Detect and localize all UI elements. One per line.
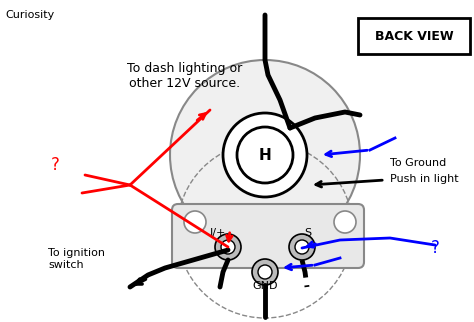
Circle shape	[289, 234, 315, 260]
Text: To ignition
switch: To ignition switch	[48, 248, 105, 270]
Circle shape	[334, 211, 356, 233]
Circle shape	[170, 60, 360, 250]
Text: ?: ?	[51, 156, 59, 174]
FancyBboxPatch shape	[172, 204, 364, 268]
Circle shape	[215, 234, 241, 260]
Circle shape	[184, 211, 206, 233]
Text: BACK VIEW: BACK VIEW	[374, 30, 453, 43]
Text: GND: GND	[252, 281, 278, 291]
Text: Curiosity: Curiosity	[5, 10, 54, 20]
Text: Push in light: Push in light	[390, 174, 459, 184]
Text: To Ground: To Ground	[390, 158, 446, 168]
Circle shape	[237, 127, 293, 183]
FancyBboxPatch shape	[358, 18, 470, 54]
Text: H: H	[259, 147, 272, 163]
Circle shape	[252, 259, 278, 285]
Circle shape	[295, 240, 309, 254]
Text: ?: ?	[430, 239, 439, 257]
Circle shape	[223, 113, 307, 197]
Circle shape	[221, 240, 235, 254]
Text: S: S	[304, 228, 311, 238]
Circle shape	[258, 265, 272, 279]
Text: I/+: I/+	[210, 228, 226, 238]
Text: To dash lighting or
other 12V source.: To dash lighting or other 12V source.	[128, 62, 243, 90]
